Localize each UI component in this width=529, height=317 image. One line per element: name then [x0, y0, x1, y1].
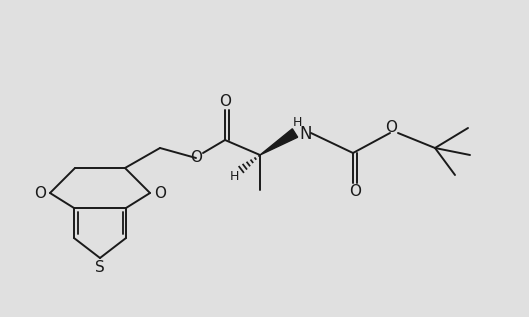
- Text: O: O: [34, 185, 46, 200]
- Text: O: O: [349, 184, 361, 199]
- Text: H: H: [229, 171, 239, 184]
- Text: S: S: [95, 261, 105, 275]
- Text: O: O: [190, 151, 202, 165]
- Polygon shape: [260, 129, 298, 155]
- Text: O: O: [154, 185, 166, 200]
- Text: O: O: [219, 94, 231, 108]
- Text: O: O: [385, 120, 397, 134]
- Text: N: N: [299, 125, 312, 143]
- Text: H: H: [293, 115, 302, 128]
